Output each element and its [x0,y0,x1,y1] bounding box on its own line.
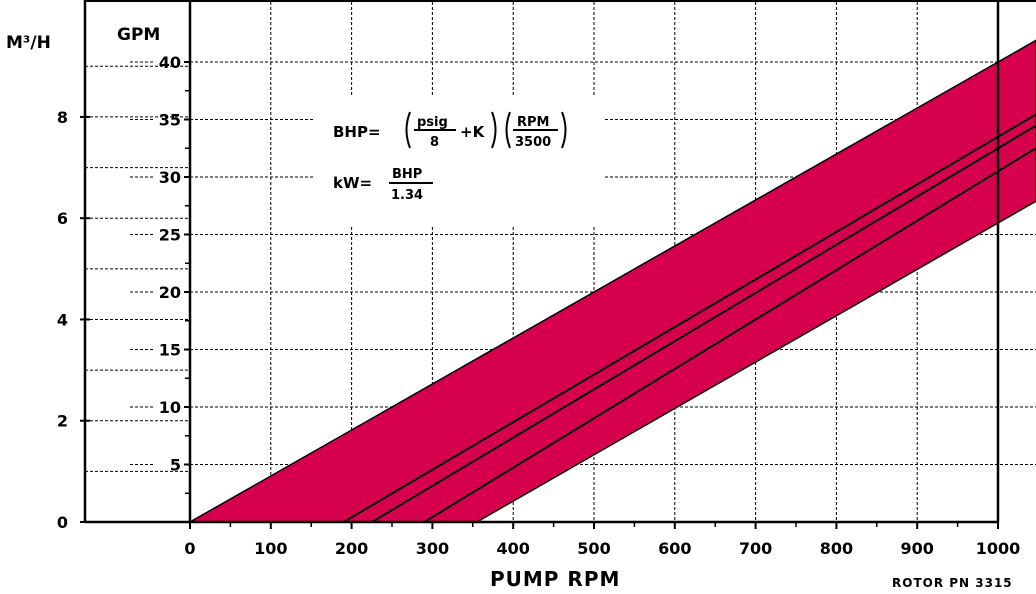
x-tick-label-900: 900 [900,539,933,558]
x-tick-label-100: 100 [254,539,287,558]
formula-bhp-den1: 8 [430,135,439,150]
x-tick-label-700: 700 [739,539,772,558]
ticks: 0 100 200 300 400 500 600 700 800 900 100051015202… [57,53,1020,558]
series-line-2 [371,124,1036,523]
m3h-tick-label-0: 0 [57,513,68,532]
x-tick-label-0: 0 [184,539,195,558]
series-line-3 [423,147,1036,523]
gpm-tick-label-20: 20 [159,283,181,302]
m3h-tick-label-2: 2 [57,412,68,431]
gpm-tick-label-5: 5 [170,456,181,475]
formula-kw-den: 1.34 [391,188,423,203]
x-tick-label-300: 300 [416,539,449,558]
formula-paren-left-2 [505,111,511,149]
left-axis-unit: M³/H [6,33,51,53]
formula-box: BHP= psig 8 +K RPM 3500 kW= BHP 1.34 [313,95,603,225]
x-tick-label-800: 800 [820,539,853,558]
m3h-tick-label-4: 4 [57,310,68,329]
x-tick-label-500: 500 [577,539,610,558]
x-tick-label-200: 200 [335,539,368,558]
gpm-tick-label-35: 35 [159,111,181,130]
formula-bhp-num1: psig [417,115,448,130]
formula-bhp-lhs: BHP= [333,123,381,141]
x-tick-label-400: 400 [496,539,529,558]
formula-bhp-num2: RPM [517,115,549,130]
m3h-tick-label-6: 6 [57,209,68,228]
gpm-tick-label-10: 10 [159,398,181,417]
x-axis-title: PUMP RPM [490,567,620,591]
gpm-tick-label-40: 40 [159,53,181,72]
axes [83,0,1036,524]
series [343,113,1036,523]
gpm-tick-label-15: 15 [159,341,181,360]
formula-kw-lhs: kW= [333,174,372,192]
formula-bhp-plus-k: +K [460,123,486,141]
formula-paren-right-1 [491,111,497,149]
series-line-1 [343,113,1036,523]
x-tick-label-1000: 1000 [976,539,1021,558]
gpm-tick-label-30: 30 [159,168,181,187]
formula-background [313,95,603,225]
footnote: ROTOR PN 3315 [892,576,1013,590]
m3h-tick-label-8: 8 [57,108,68,127]
gpm-tick-label-25: 25 [159,226,181,245]
formula-paren-right-2 [561,111,567,149]
formula-kw-num: BHP [392,167,422,182]
formula-paren-left-1 [405,111,411,149]
right-axis-unit: GPM [117,25,160,45]
formula-bhp-den2: 3500 [515,135,551,150]
x-tick-label-600: 600 [658,539,691,558]
